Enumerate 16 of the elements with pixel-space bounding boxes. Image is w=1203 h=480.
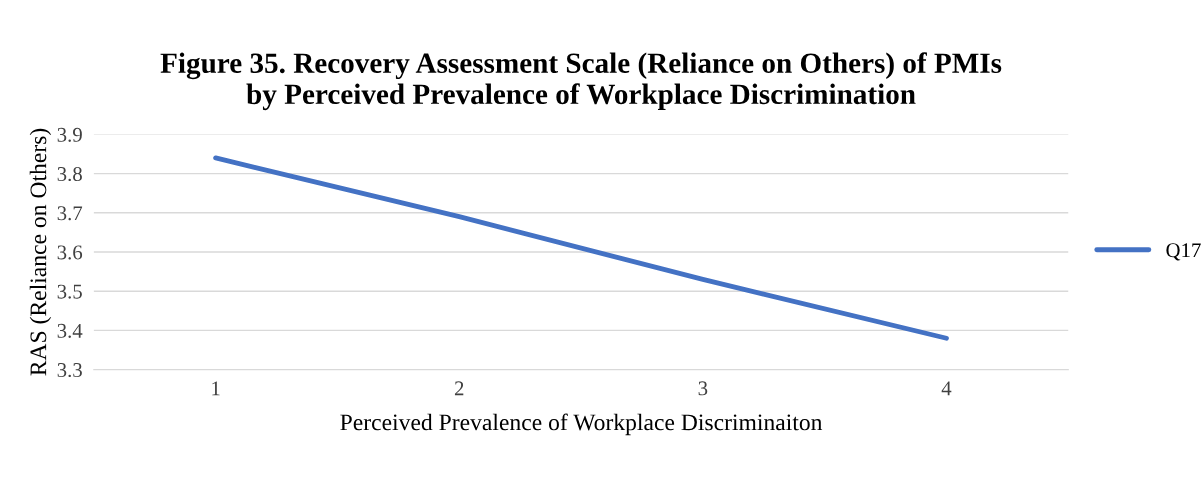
x-tick-label: 3 [698, 381, 708, 396]
y-tick-label: 3.6 [57, 245, 83, 260]
y-tick-label: 3.9 [57, 127, 82, 142]
line-series [213, 155, 949, 341]
legend-label: Q17 [1166, 243, 1201, 261]
x-axis-title: Perceived Prevalence of Workplace Discriminaiton [340, 413, 823, 436]
y-tick-label: 3.4 [57, 323, 83, 338]
y-tick-label: 3.7 [57, 206, 83, 221]
x-tick-label: 2 [454, 381, 464, 396]
y-tick-label: 3.5 [57, 284, 82, 299]
y-tick-label: 3.3 [57, 363, 82, 378]
chart-title: Figure 35. Recovery Assessment Scale (Reliance on Others) of PMIs by Perceived Prevalence of Workplace Discrimination [160, 52, 1002, 111]
x-tick-label: 4 [941, 381, 952, 396]
y-tick-label: 3.8 [57, 166, 82, 182]
y-axis-title: RAS (Reliance on Others) [29, 128, 52, 376]
x-tick-label: 1 [212, 381, 220, 396]
